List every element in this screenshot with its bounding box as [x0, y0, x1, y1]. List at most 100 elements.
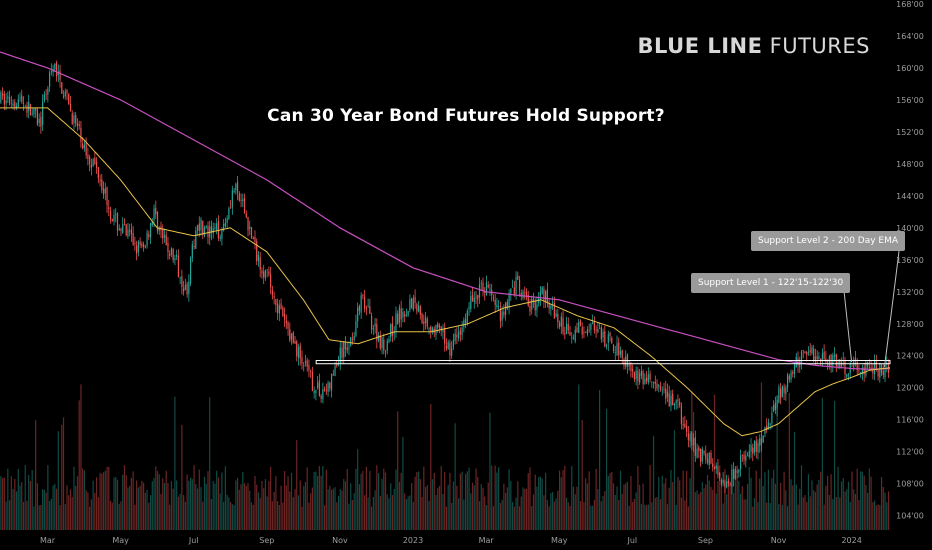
- volume-bar: [593, 499, 595, 530]
- volume-bar: [264, 479, 267, 530]
- volume-bar: [165, 470, 167, 530]
- candle-body: [386, 340, 388, 351]
- candle-body: [228, 208, 230, 220]
- candle-body: [64, 91, 66, 97]
- volume-bar: [311, 487, 314, 530]
- volume-bar: [7, 468, 9, 530]
- volume-bar: [259, 498, 261, 530]
- volume-bar: [670, 469, 672, 530]
- volume-bars: [0, 382, 890, 530]
- candle-body: [797, 358, 799, 366]
- volume-bar: [85, 490, 87, 530]
- volume-bar: [419, 479, 421, 530]
- volume-bar: [506, 487, 508, 530]
- volume-bar: [710, 486, 712, 530]
- volume-bar: [29, 480, 32, 530]
- volume-bar: [633, 498, 636, 530]
- candle-body: [19, 97, 21, 99]
- volume-bar: [780, 482, 782, 530]
- x-tick-label: Nov: [332, 536, 348, 545]
- candle-body: [85, 142, 87, 156]
- candle-body: [409, 299, 411, 311]
- candle-body: [278, 305, 280, 314]
- candle-body: [223, 224, 225, 231]
- volume-bar: [882, 487, 884, 530]
- candle-body: [26, 105, 28, 113]
- volume-bar: [275, 476, 277, 530]
- candle-body: [527, 295, 529, 306]
- x-tick-label: 2024: [841, 536, 861, 545]
- volume-bar: [89, 506, 91, 530]
- candle-body: [405, 314, 408, 316]
- candle-body: [670, 395, 672, 406]
- candle-body: [753, 441, 756, 453]
- candle-body: [395, 313, 397, 331]
- candle-body: [132, 233, 134, 245]
- volume-bar: [703, 488, 705, 530]
- volume-bar: [287, 476, 289, 530]
- candle-body: [510, 288, 512, 294]
- volume-bar: [677, 476, 679, 530]
- candle-body: [663, 388, 665, 390]
- callout-leader-line: [884, 250, 900, 367]
- candle-body: [806, 352, 808, 355]
- candle-body: [705, 453, 707, 460]
- candle-body: [370, 316, 373, 330]
- candle-body: [818, 356, 820, 359]
- candle-body: [99, 179, 101, 182]
- candle-body: [95, 161, 98, 168]
- volume-bar: [632, 502, 634, 530]
- volume-bar: [249, 490, 251, 530]
- candle-body: [238, 193, 240, 201]
- volume-bar: [804, 495, 806, 530]
- candle-body: [706, 459, 709, 463]
- candle-body: [823, 351, 825, 360]
- volume-bar: [698, 494, 700, 530]
- candle-body: [769, 423, 771, 425]
- volume-bar: [619, 470, 622, 530]
- y-tick-label: 144'00: [896, 192, 924, 201]
- candle-body: [383, 339, 385, 351]
- candle-body: [308, 365, 310, 371]
- volume-bar: [35, 420, 37, 530]
- candle-body: [548, 303, 550, 309]
- volume-bar: [668, 487, 670, 530]
- volume-bar: [43, 489, 45, 530]
- candle-body: [435, 325, 437, 336]
- volume-bar: [687, 506, 689, 530]
- candle-body: [5, 100, 7, 104]
- volume-bar: [468, 467, 470, 530]
- volume-bar: [310, 493, 312, 530]
- volume-bar: [82, 468, 84, 530]
- candle-body: [651, 381, 653, 383]
- candle-body: [369, 306, 371, 314]
- candle-body: [109, 210, 112, 219]
- volume-bar: [531, 506, 533, 530]
- volume-bar: [280, 485, 282, 530]
- volume-bar: [405, 499, 408, 530]
- volume-bar: [109, 500, 112, 530]
- volume-bar: [358, 484, 361, 530]
- candle-body: [120, 228, 122, 231]
- volume-bar: [0, 476, 2, 530]
- volume-bar: [788, 392, 790, 530]
- volume-bar: [320, 475, 322, 530]
- volume-bar: [412, 501, 414, 530]
- volume-bar: [532, 494, 535, 530]
- candle-body: [477, 295, 479, 300]
- candle-body: [235, 183, 237, 191]
- volume-bar: [357, 449, 359, 530]
- volume-bar: [195, 484, 197, 530]
- volume-bar: [821, 397, 823, 530]
- candle-body: [816, 356, 818, 360]
- volume-bar: [134, 504, 136, 530]
- volume-bar: [386, 494, 388, 530]
- volume-bar: [508, 469, 510, 530]
- candle-body: [485, 282, 488, 295]
- candle-body: [632, 368, 634, 372]
- candle-body: [851, 365, 853, 367]
- volume-bar: [179, 493, 181, 530]
- candle-body: [28, 101, 30, 111]
- candle-body: [863, 367, 865, 375]
- volume-bar: [207, 471, 209, 530]
